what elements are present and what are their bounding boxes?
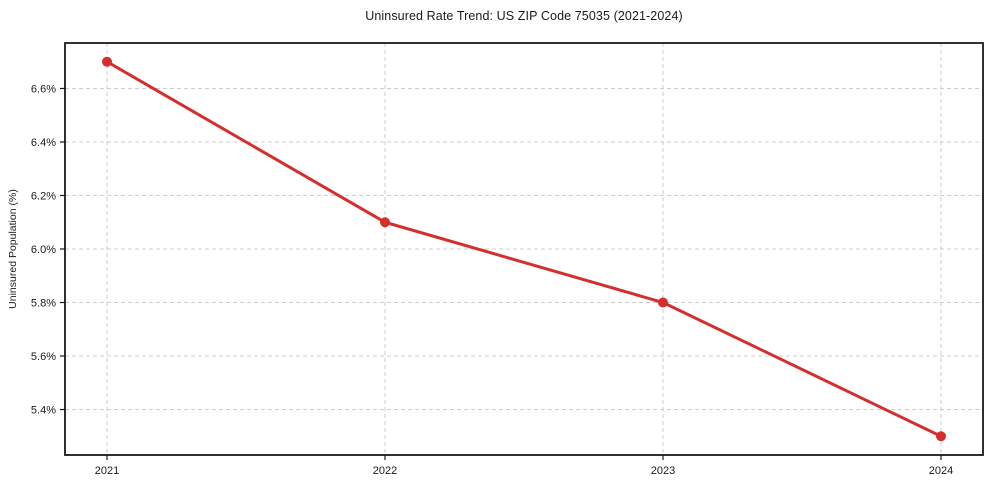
- x-tick-label: 2022: [373, 465, 397, 477]
- chart-title: Uninsured Rate Trend: US ZIP Code 75035 …: [365, 9, 683, 23]
- plot-frame: [64, 42, 984, 456]
- y-tick-label: 5.4%: [31, 404, 56, 416]
- data-point-marker: [102, 56, 112, 67]
- data-point-marker: [380, 217, 390, 228]
- x-tick-label: 2023: [651, 465, 675, 477]
- y-tick-label: 6.2%: [31, 190, 56, 202]
- y-tick-label: 5.8%: [31, 297, 56, 309]
- y-tick-label: 6.6%: [31, 83, 56, 95]
- x-tick-label: 2021: [95, 465, 119, 477]
- data-point-marker: [936, 431, 946, 442]
- y-tick-label: 6.0%: [31, 244, 56, 256]
- data-point-marker: [658, 297, 668, 308]
- x-tick-label: 2024: [929, 465, 953, 477]
- y-tick-label: 6.4%: [31, 137, 56, 149]
- trend-line: [105, 60, 943, 438]
- y-tick-label: 5.6%: [31, 351, 56, 363]
